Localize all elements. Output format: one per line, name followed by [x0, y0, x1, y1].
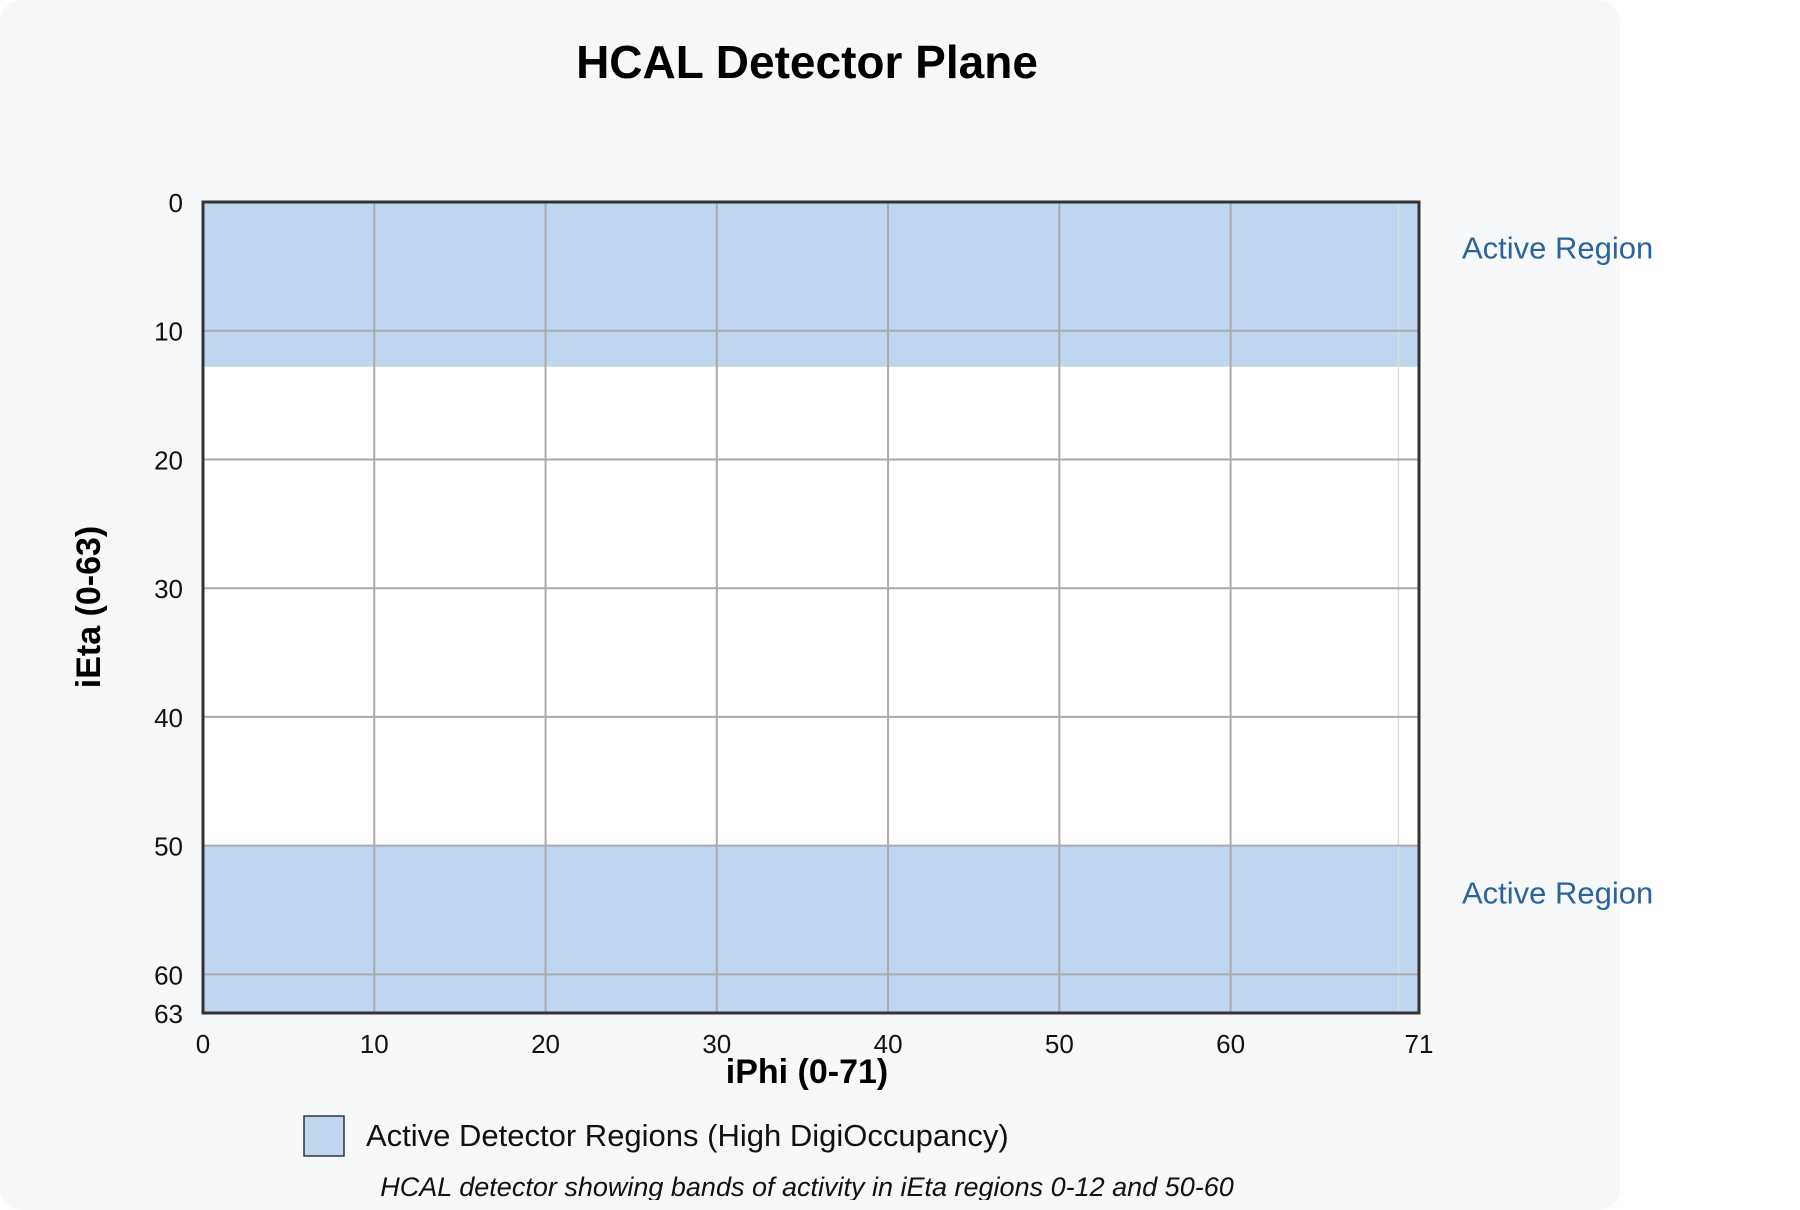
- active-band-2: [203, 845, 1419, 1013]
- legend-label: Active Detector Regions (High DigiOccupa…: [366, 1118, 1009, 1153]
- y-tick-label: 20: [154, 445, 183, 475]
- plot-frame: [201, 200, 1421, 1015]
- band-annotation-2: Active Region: [1462, 875, 1653, 910]
- y-tick-label: 60: [154, 960, 183, 990]
- y-axis-ticks: 0 10 20 30 40 50 60 63: [154, 188, 183, 1029]
- band-annotation-1: Active Region: [1462, 230, 1653, 265]
- active-bands: [203, 202, 1419, 1013]
- y-tick-label: 63: [154, 999, 183, 1029]
- x-tick-label: 60: [1216, 1029, 1245, 1059]
- chart-title: HCAL Detector Plane: [576, 36, 1038, 88]
- active-band-1: [203, 202, 1419, 367]
- y-tick-label: 40: [154, 703, 183, 733]
- y-tick-label: 10: [154, 317, 183, 347]
- x-tick-label: 20: [531, 1029, 560, 1059]
- x-tick-label: 71: [1405, 1029, 1434, 1059]
- x-tick-label: 30: [702, 1029, 731, 1059]
- y-tick-label: 0: [169, 188, 183, 218]
- y-tick-label: 30: [154, 574, 183, 604]
- x-tick-label: 10: [360, 1029, 389, 1059]
- band-annotations: Active Region Active Region: [1462, 230, 1653, 910]
- x-tick-label: 50: [1045, 1029, 1074, 1059]
- grid-lines: [203, 202, 1419, 1013]
- legend-swatch: [303, 1115, 345, 1157]
- legend: Active Detector Regions (High DigiOccupa…: [303, 1115, 1009, 1157]
- x-tick-label: 40: [874, 1029, 903, 1059]
- x-tick-label: 0: [196, 1029, 210, 1059]
- chart-caption: HCAL detector showing bands of activity …: [380, 1172, 1234, 1200]
- y-axis-label: iEta (0-63): [70, 526, 108, 689]
- y-tick-label: 50: [154, 832, 183, 862]
- x-axis-label: iPhi (0-71): [726, 1053, 888, 1091]
- x-axis-ticks: 0 10 20 30 40 50 60 71: [196, 1029, 1434, 1059]
